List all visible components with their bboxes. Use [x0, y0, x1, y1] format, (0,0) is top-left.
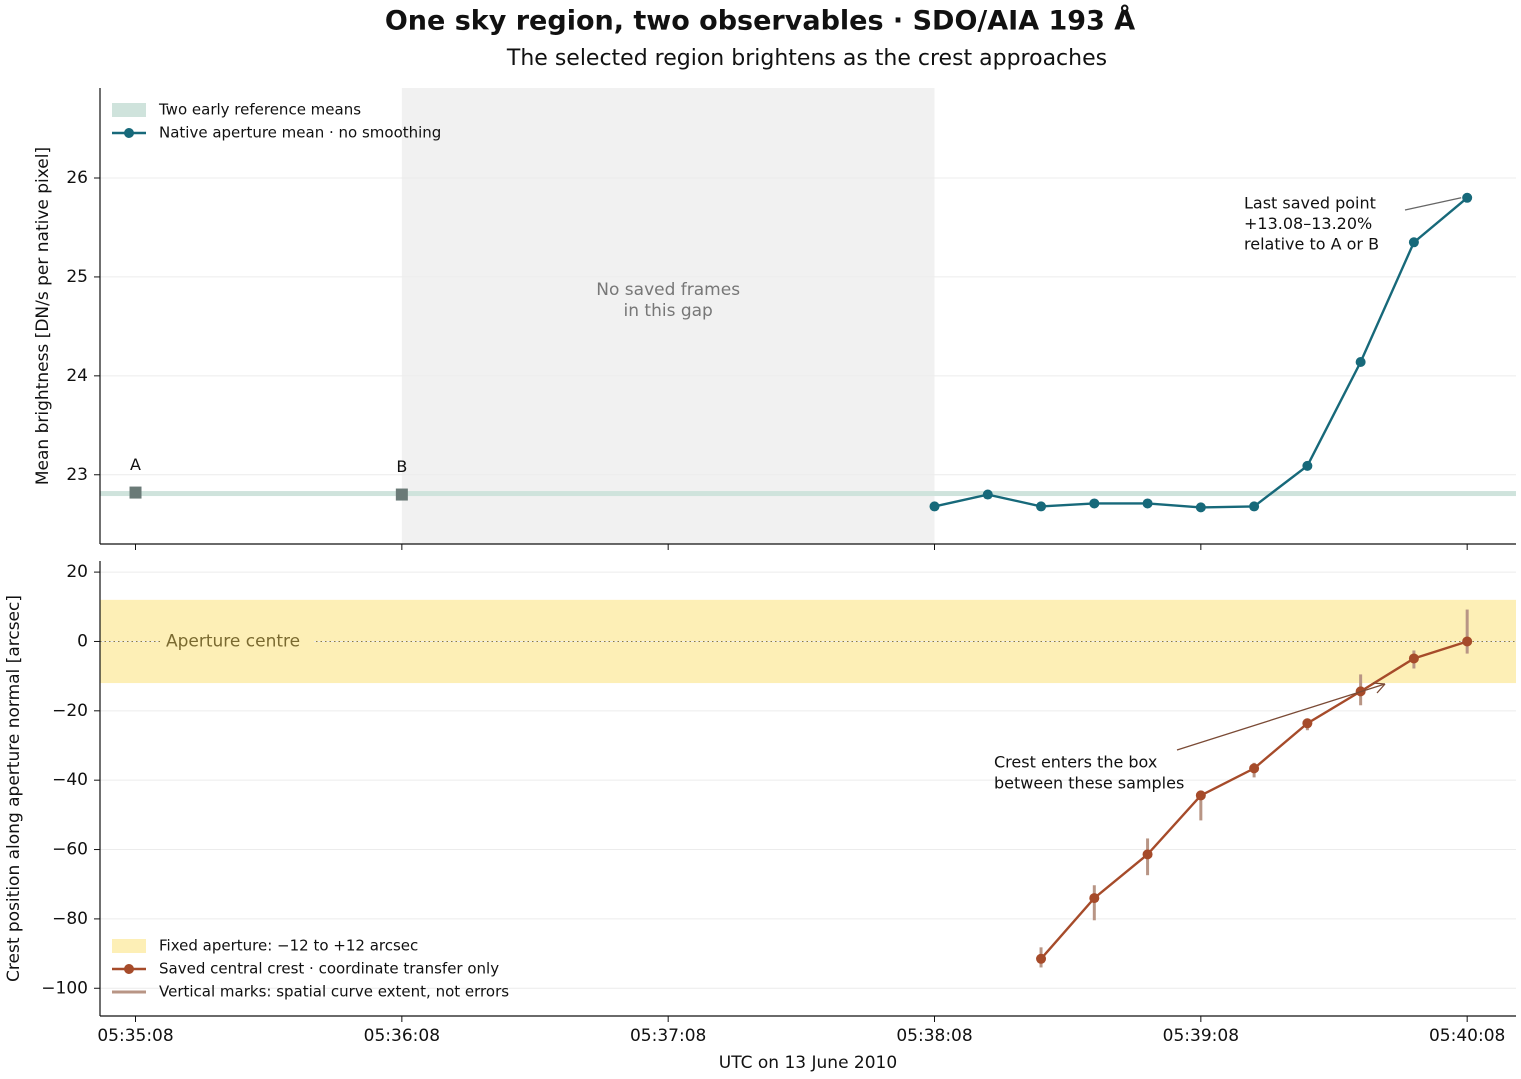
annotation: between these samples	[994, 774, 1184, 793]
data-point	[1462, 192, 1473, 203]
legend-label: Fixed aperture: −12 to +12 arcsec	[159, 937, 418, 955]
y-tick-label: −40	[52, 770, 88, 790]
annotation: Crest enters the box	[994, 753, 1157, 772]
legend-swatch	[112, 939, 146, 953]
data-point	[1302, 718, 1313, 729]
chart-title: One sky region, two observables · SDO/AI…	[385, 5, 1135, 37]
reference-label: B	[396, 457, 407, 476]
annotation: +13.08–13.20%	[1244, 214, 1372, 233]
data-point	[982, 489, 993, 500]
data-point	[929, 501, 940, 512]
y-tick-label: −100	[41, 978, 88, 998]
data-point	[1089, 893, 1100, 904]
series-line	[1040, 640, 1468, 960]
y-tick-label: −80	[52, 909, 88, 929]
y-tick-label: 0	[77, 631, 88, 651]
data-point	[1036, 501, 1047, 512]
data-point	[1089, 498, 1100, 509]
data-point	[1142, 849, 1153, 860]
x-tick-label: 05:35:08	[97, 1026, 173, 1046]
data-point	[1036, 953, 1047, 964]
reference-band	[100, 491, 1516, 497]
annotation-arrow	[1176, 683, 1386, 751]
series-line	[934, 196, 1468, 509]
x-axis-label: UTC on 13 June 2010	[719, 1053, 897, 1073]
reference-label: A	[130, 455, 141, 474]
gap-shade	[401, 88, 935, 544]
y-axis-label: Mean brightness [DN/s per native pixel]	[33, 147, 53, 485]
annotation: relative to A or B	[1244, 235, 1379, 254]
gap-label: No saved frames	[596, 280, 740, 300]
legend-swatch	[124, 128, 134, 138]
y-tick-label: −60	[52, 840, 88, 860]
centre-label: Aperture centre	[166, 631, 300, 651]
y-tick-label: 20	[66, 562, 88, 582]
data-point	[1408, 653, 1419, 664]
chart-subtitle: The selected region brightens as the cre…	[506, 46, 1107, 71]
data-point	[1142, 498, 1153, 509]
reference-marker	[129, 486, 142, 499]
y-tick-label: 26	[66, 168, 88, 188]
data-point	[1249, 763, 1260, 774]
legend-swatch	[112, 103, 146, 117]
y-axis-label: Crest position along aperture normal [ar…	[4, 595, 24, 982]
legend-label: Saved central crest · coordinate transfe…	[159, 960, 499, 978]
data-point	[1355, 356, 1366, 367]
annotation-arrow	[1404, 197, 1462, 211]
x-tick-label: 05:36:08	[364, 1026, 440, 1046]
legend-label: Native aperture mean · no smoothing	[159, 124, 441, 142]
y-tick-label: −20	[52, 701, 88, 721]
data-point	[1462, 636, 1473, 647]
x-tick-label: 05:38:08	[896, 1026, 972, 1046]
y-tick-label: 23	[66, 465, 88, 485]
centre-label-bg	[160, 630, 314, 653]
legend-label: Two early reference means	[158, 101, 361, 119]
reference-marker	[395, 488, 408, 501]
y-tick-label: 25	[66, 267, 88, 287]
data-point	[1195, 790, 1206, 801]
x-tick-label: 05:40:08	[1429, 1026, 1505, 1046]
x-tick-label: 05:39:08	[1163, 1026, 1239, 1046]
y-tick-label: 24	[66, 366, 88, 386]
gap-label: in this gap	[624, 301, 713, 321]
annotation: Last saved point	[1244, 194, 1376, 213]
data-point	[1195, 502, 1206, 513]
legend-swatch	[124, 964, 134, 974]
x-tick-label: 05:37:08	[630, 1026, 706, 1046]
arrow-head	[1372, 682, 1386, 694]
data-point	[1302, 460, 1313, 471]
legend-label: Vertical marks: spatial curve extent, no…	[159, 983, 509, 1001]
data-point	[1408, 237, 1419, 248]
data-point	[1249, 501, 1260, 512]
